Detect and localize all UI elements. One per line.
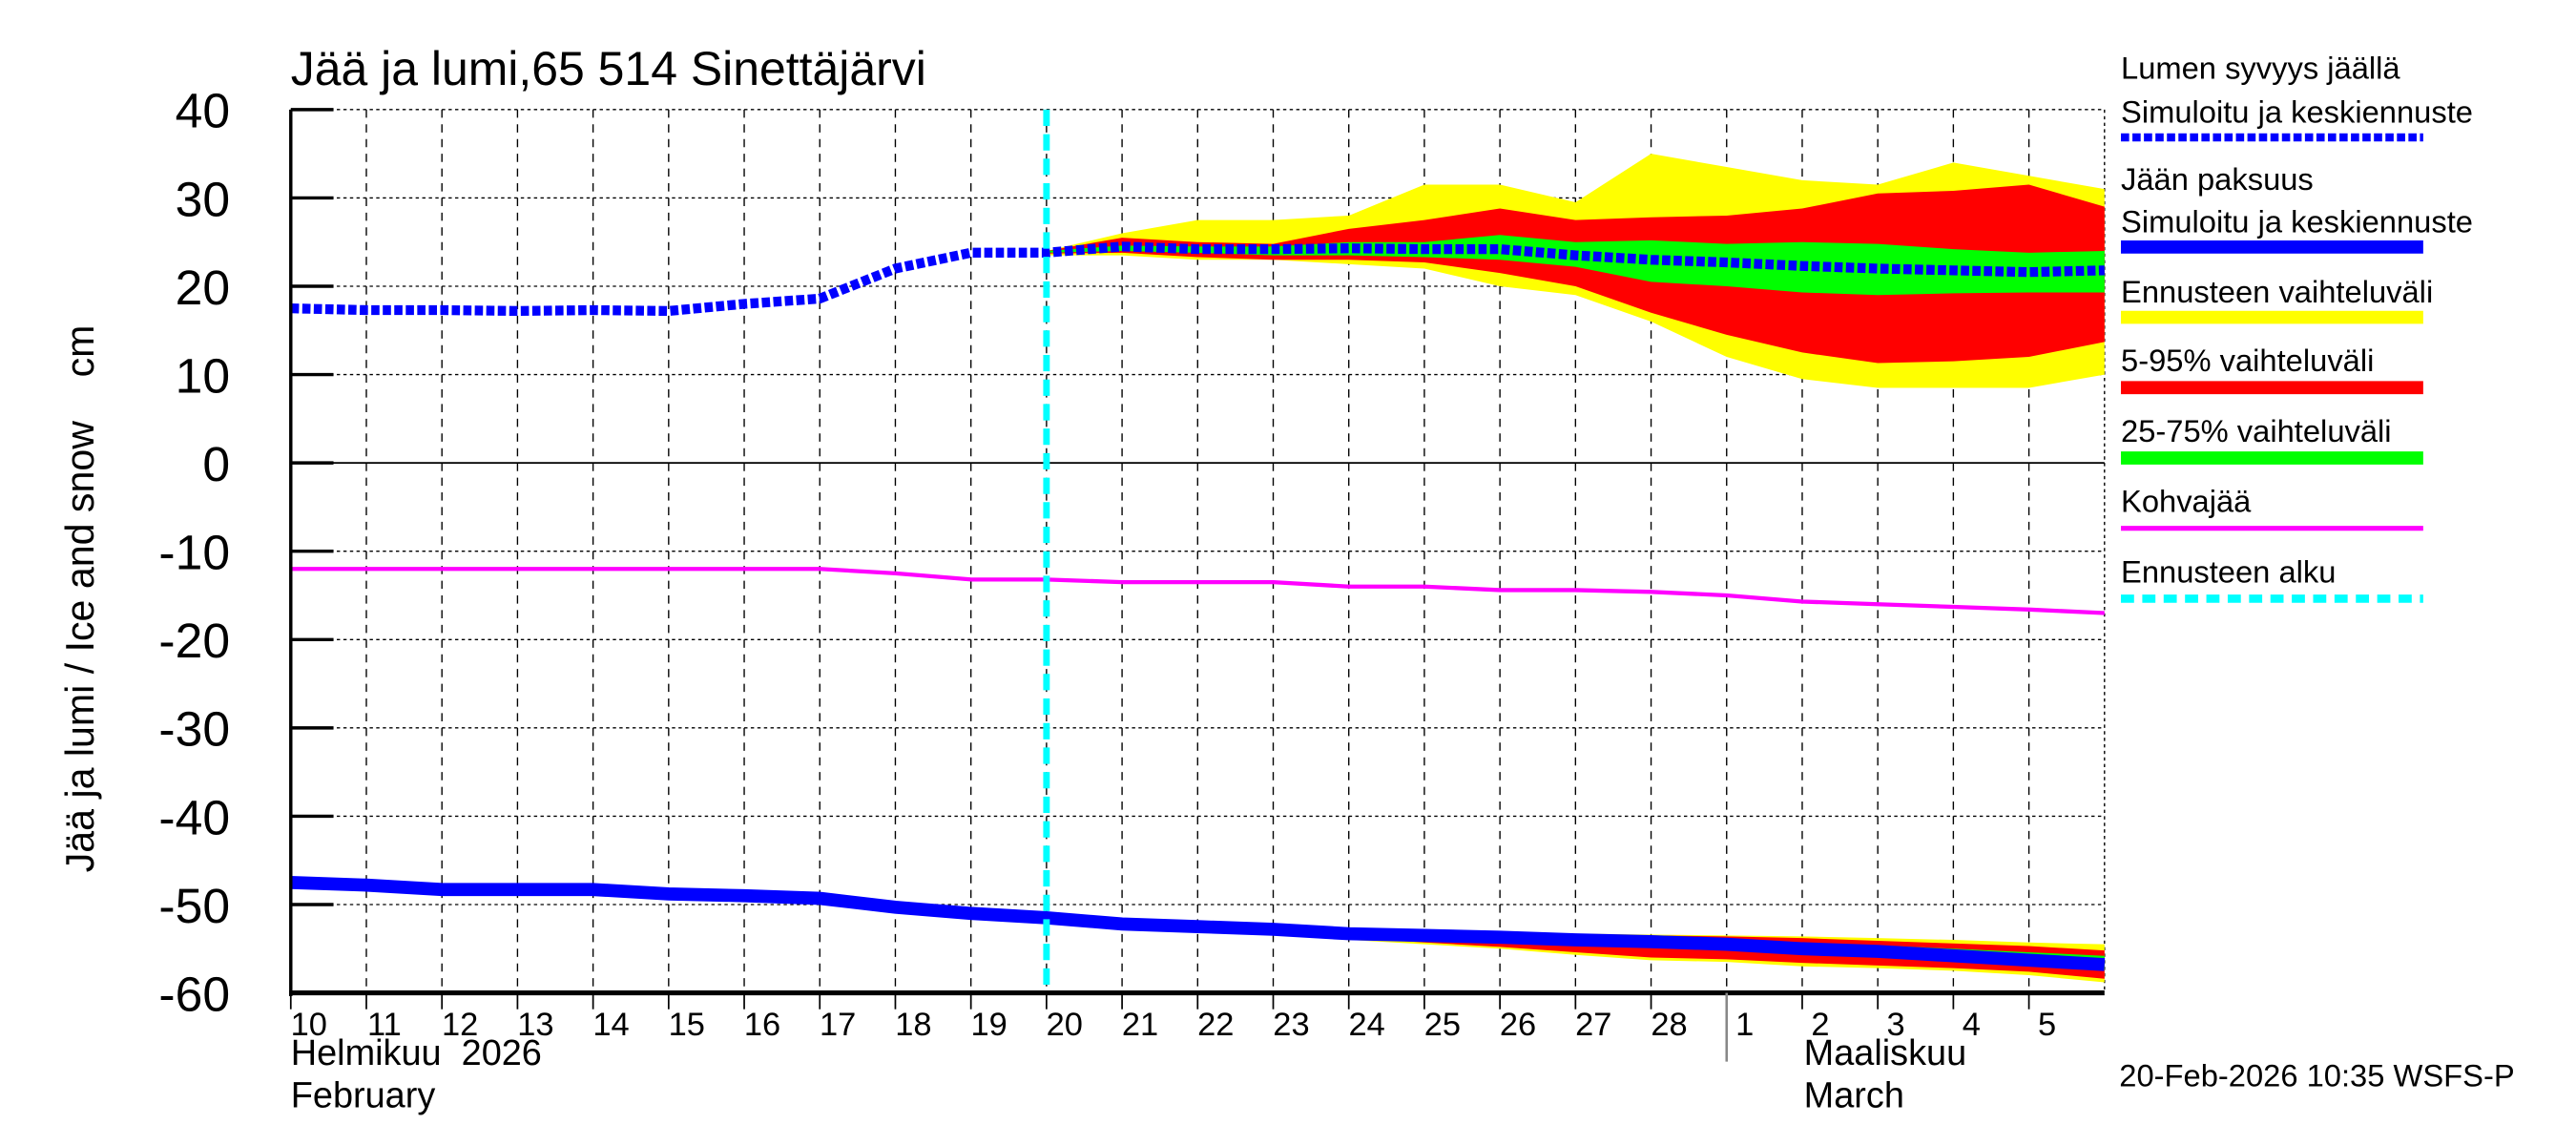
month-label-fi: Helmikuu 2026 [291, 1033, 542, 1073]
x-tick-label: 15 [669, 1007, 705, 1043]
y-tick-label: -20 [158, 613, 230, 668]
x-tick-label: 11 [367, 1007, 402, 1043]
y-tick-label: -10 [158, 525, 230, 580]
x-tick-label: 21 [1122, 1007, 1158, 1043]
x-tick-label: 3 [1887, 1007, 1905, 1043]
x-tick-label: 17 [820, 1007, 856, 1043]
legend: Lumen syvyys jäällä Simuloitu ja keskienn… [2121, 50, 2473, 603]
y-tick-label: 20 [176, 260, 230, 315]
x-tick-label: 26 [1500, 1007, 1536, 1043]
series-lines [290, 109, 2106, 993]
snow-band-p5-95 [1046, 184, 2105, 364]
footer-timestamp: 20-Feb-2026 10:35 WSFS-P [2119, 1057, 2514, 1093]
x-tick-label: 18 [895, 1007, 931, 1043]
y-tick-label: -40 [158, 789, 230, 844]
x-tick-label: 4 [1963, 1007, 1981, 1043]
x-tick-label: 2 [1811, 1007, 1829, 1043]
x-tick-label: 28 [1651, 1007, 1687, 1043]
y-tick-label: -60 [158, 967, 230, 1022]
x-tick-label: 25 [1424, 1007, 1461, 1043]
snow-depth-line [290, 241, 2105, 317]
x-tick-label: 1 [1735, 1007, 1754, 1043]
month-label-en: March [1804, 1076, 1904, 1116]
legend-label: Kohvajää [2121, 484, 2252, 519]
x-tick-label: 22 [1197, 1007, 1234, 1043]
x-tick-label: 13 [517, 1007, 553, 1043]
y-axis-label: Jää ja lumi / Ice and snow cm [58, 325, 102, 873]
x-tick-label: 24 [1349, 1007, 1385, 1043]
x-tick-label: 16 [744, 1007, 780, 1043]
legend-label: Jään paksuus [2121, 161, 2314, 197]
y-tick-label: -50 [158, 878, 230, 933]
slush-ice-line [290, 567, 2105, 615]
chart-title: Jää ja lumi,65 514 Sinettäjärvi [291, 42, 926, 95]
x-tick-label: 19 [970, 1007, 1007, 1043]
y-tick-label: 30 [176, 171, 230, 226]
legend-label: Ennusteen vaihteluväli [2121, 274, 2433, 309]
legend-label: Ennusteen alku [2121, 553, 2336, 589]
y-tick-label: 40 [176, 83, 230, 138]
x-tick-label: 20 [1047, 1007, 1083, 1043]
legend-label: 25-75% vaihteluväli [2121, 413, 2392, 448]
y-tick-label: 10 [176, 348, 230, 404]
grid [290, 109, 2106, 993]
legend-label: Lumen syvyys jäällä [2121, 50, 2400, 85]
x-tick-label: 5 [2038, 1007, 2056, 1043]
x-tick-label: 14 [592, 1007, 629, 1043]
legend-sublabel: Simuloitu ja keskiennuste [2121, 94, 2473, 130]
x-tick-label: 10 [291, 1007, 327, 1043]
legend-label: 5-95% vaihteluväli [2121, 343, 2374, 378]
y-tick-label: 0 [202, 436, 230, 491]
x-tick-label: 23 [1273, 1007, 1309, 1043]
x-tick-label: 27 [1575, 1007, 1611, 1043]
legend-sublabel: Simuloitu ja keskiennuste [2121, 203, 2473, 239]
y-tick-label: -30 [158, 701, 230, 757]
month-label-en: February [291, 1076, 436, 1116]
x-tick-label: 12 [442, 1007, 478, 1043]
ice-thickness-line [290, 876, 2106, 971]
month-label-fi: Maaliskuu [1804, 1033, 1966, 1073]
